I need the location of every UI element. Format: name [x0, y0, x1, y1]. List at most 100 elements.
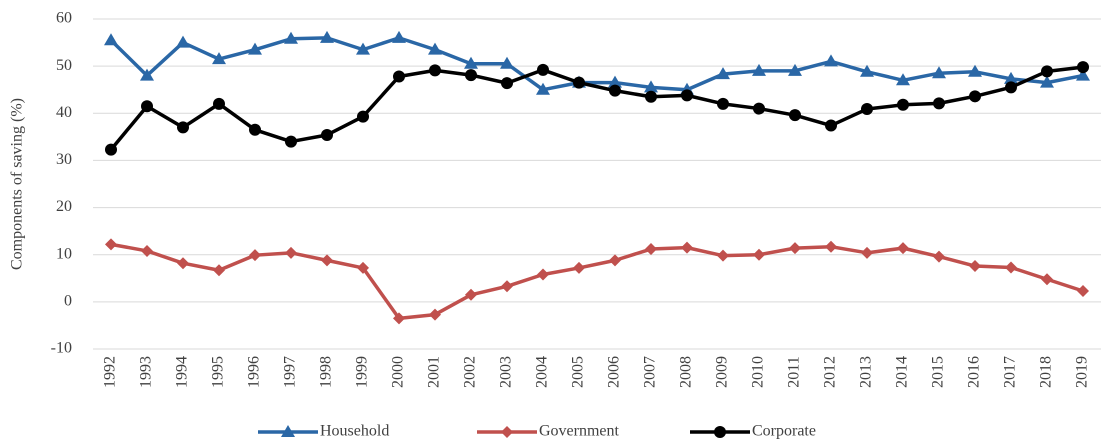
data-point: [1005, 261, 1017, 274]
data-point: [105, 143, 117, 156]
legend-marker: [501, 426, 513, 438]
data-point: [249, 123, 261, 136]
data-point: [1004, 71, 1018, 84]
y-tick-label: 20: [56, 198, 72, 215]
x-tick-label: 1994: [174, 356, 191, 388]
data-point: [212, 52, 226, 65]
data-point: [933, 97, 945, 110]
legend-marker: [714, 426, 726, 438]
x-tick-label: 1993: [138, 356, 155, 388]
x-tick-label: 2001: [426, 356, 443, 388]
data-point: [284, 31, 298, 44]
data-point: [321, 128, 333, 141]
x-tick-label: 2015: [930, 356, 947, 388]
x-tick-label: 2018: [1038, 356, 1055, 388]
data-point: [1076, 68, 1090, 81]
data-point: [609, 84, 621, 97]
data-point: [104, 33, 118, 46]
data-point: [464, 56, 478, 69]
data-point: [248, 42, 262, 55]
data-point: [501, 77, 513, 90]
x-tick-label: 2000: [390, 356, 407, 388]
y-axis-label: Components of saving (%): [9, 98, 26, 270]
data-point: [717, 97, 729, 110]
x-tick-label: 2014: [894, 356, 911, 388]
data-point: [141, 244, 153, 257]
x-tick-label: 2006: [606, 356, 623, 388]
data-point: [609, 254, 621, 267]
series-line: [109, 65, 1084, 151]
y-tick-label: 40: [56, 104, 72, 121]
legend-marker: [281, 425, 295, 437]
series-line: [109, 36, 1084, 92]
data-point: [717, 249, 729, 262]
y-tick-label: 30: [56, 151, 72, 168]
data-point: [969, 260, 981, 273]
y-tick-label: 60: [56, 10, 72, 27]
data-point: [536, 82, 550, 95]
legend-label: Government: [539, 423, 620, 440]
data-point: [1041, 65, 1053, 78]
data-point: [537, 63, 549, 76]
x-tick-label: 2013: [858, 356, 875, 388]
x-tick-label: 1997: [282, 356, 299, 388]
data-point: [465, 69, 477, 82]
x-tick-label: 2016: [966, 356, 983, 388]
data-point: [177, 257, 189, 270]
data-point: [1077, 285, 1089, 298]
x-tick-label: 2005: [570, 356, 587, 388]
data-point: [897, 98, 909, 111]
data-point: [428, 42, 442, 55]
data-point: [249, 249, 261, 262]
data-point: [1005, 81, 1017, 94]
data-point: [825, 240, 837, 253]
data-point: [681, 89, 693, 102]
x-tick-label: 2007: [642, 356, 659, 388]
data-point: [825, 119, 837, 132]
data-point: [176, 35, 190, 48]
data-point: [465, 288, 477, 301]
x-tick-label: 2003: [498, 356, 515, 388]
data-point: [789, 109, 801, 122]
data-point: [896, 73, 910, 86]
data-point: [393, 312, 405, 325]
x-tick-label: 2019: [1074, 356, 1091, 388]
data-point: [213, 264, 225, 277]
y-tick-label: -10: [51, 340, 72, 357]
data-point: [860, 64, 874, 77]
data-point: [357, 110, 369, 123]
data-point: [681, 241, 693, 254]
x-tick-label: 2017: [1002, 356, 1019, 388]
data-point: [969, 90, 981, 103]
data-point: [753, 248, 765, 261]
x-tick-label: 2010: [750, 356, 767, 388]
data-point: [321, 254, 333, 267]
x-tick-label: 2008: [678, 356, 695, 388]
data-point: [392, 30, 406, 43]
data-point: [573, 76, 585, 89]
data-point: [393, 70, 405, 83]
data-point: [285, 135, 297, 148]
data-point: [320, 30, 334, 43]
legend-label: Household: [320, 423, 389, 440]
data-point: [861, 103, 873, 116]
data-point: [501, 280, 513, 293]
x-tick-label: 1995: [210, 356, 227, 388]
data-point: [1040, 75, 1054, 88]
data-point: [573, 261, 585, 274]
legend-label: Corporate: [752, 423, 816, 440]
data-point: [861, 246, 873, 259]
y-tick-label: 50: [56, 57, 72, 74]
data-point: [932, 66, 946, 79]
data-point: [753, 102, 765, 115]
data-point: [644, 80, 658, 93]
data-point: [608, 75, 622, 88]
data-point: [500, 56, 514, 69]
data-point: [537, 268, 549, 281]
data-point: [824, 54, 838, 67]
data-point: [645, 90, 657, 103]
data-point: [788, 63, 802, 76]
data-point: [356, 42, 370, 55]
